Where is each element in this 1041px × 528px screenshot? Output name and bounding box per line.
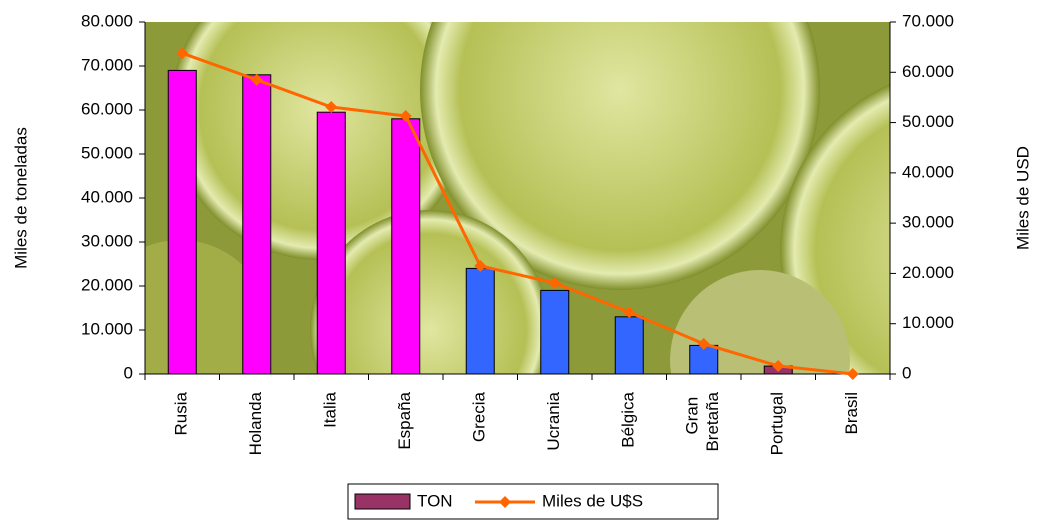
y-tick-label: 10.000 <box>81 319 133 338</box>
line-marker <box>772 359 785 372</box>
x-tick-label: Ucrania <box>544 391 563 450</box>
legend-swatch <box>354 493 411 510</box>
x-tick-label: Italia <box>321 391 340 427</box>
line-marker <box>623 306 636 319</box>
bar <box>391 118 421 375</box>
line-marker <box>548 276 561 289</box>
x-tick-label: Brasil <box>842 392 861 435</box>
y-tick-label: 30.000 <box>81 231 133 250</box>
y-tick-label: 50.000 <box>81 143 133 162</box>
x-tick-label: Portugal <box>768 392 787 455</box>
y2-tick-label: 30.000 <box>902 213 954 232</box>
y2-tick-label: 60.000 <box>902 62 954 81</box>
plot-background <box>145 22 890 374</box>
x-tick-label: Gran Bretaña <box>683 391 722 451</box>
legend: TON Miles de U$S <box>347 483 719 520</box>
line-marker <box>474 259 487 272</box>
y2-axis-title: Miles de USD <box>1013 146 1032 250</box>
y-tick-label: 80.000 <box>81 11 133 30</box>
bar <box>465 267 495 375</box>
line-marker <box>399 110 412 123</box>
legend-marker <box>499 496 511 508</box>
y2-tick-label: 10.000 <box>902 313 954 332</box>
x-tick-label: España <box>395 391 414 449</box>
y-tick-label: 20.000 <box>81 275 133 294</box>
line-marker <box>846 368 859 380</box>
bar <box>167 69 197 375</box>
line-marker <box>325 100 338 113</box>
y-tick-label: 70.000 <box>81 55 133 74</box>
y-tick-label: 60.000 <box>81 99 133 118</box>
content: 0 10.000 20.000 30.000 40.000 50.000 60.000 70.… <box>11 11 1032 455</box>
bar <box>242 74 272 375</box>
line <box>181 51 853 376</box>
y2-tick-label: 40.000 <box>902 162 954 181</box>
x-tick-label: Holanda <box>246 391 265 455</box>
y2-tick-label: 50.000 <box>902 112 954 131</box>
bar <box>614 316 644 375</box>
line-marker <box>250 73 263 86</box>
legend-label: Miles de U$S <box>542 491 643 510</box>
legend-label: TON <box>417 491 453 510</box>
line-marker <box>176 47 189 60</box>
line-marker <box>697 337 710 350</box>
x-tick-label: Grecia <box>470 391 489 442</box>
bar <box>689 344 719 375</box>
y2-tick-label: 20.000 <box>902 263 954 282</box>
y-tick-label: 0 <box>124 363 133 382</box>
y2-tick-label: 0 <box>902 363 911 382</box>
y-axis-title: Miles de toneladas <box>11 127 30 269</box>
x-tick-label: Bélgica <box>619 391 638 447</box>
bar <box>540 289 570 375</box>
bar <box>316 111 346 375</box>
x-tick-label: Rusia <box>172 391 191 435</box>
y-tick-label: 40.000 <box>81 187 133 206</box>
y2-tick-label: 70.000 <box>902 11 954 30</box>
